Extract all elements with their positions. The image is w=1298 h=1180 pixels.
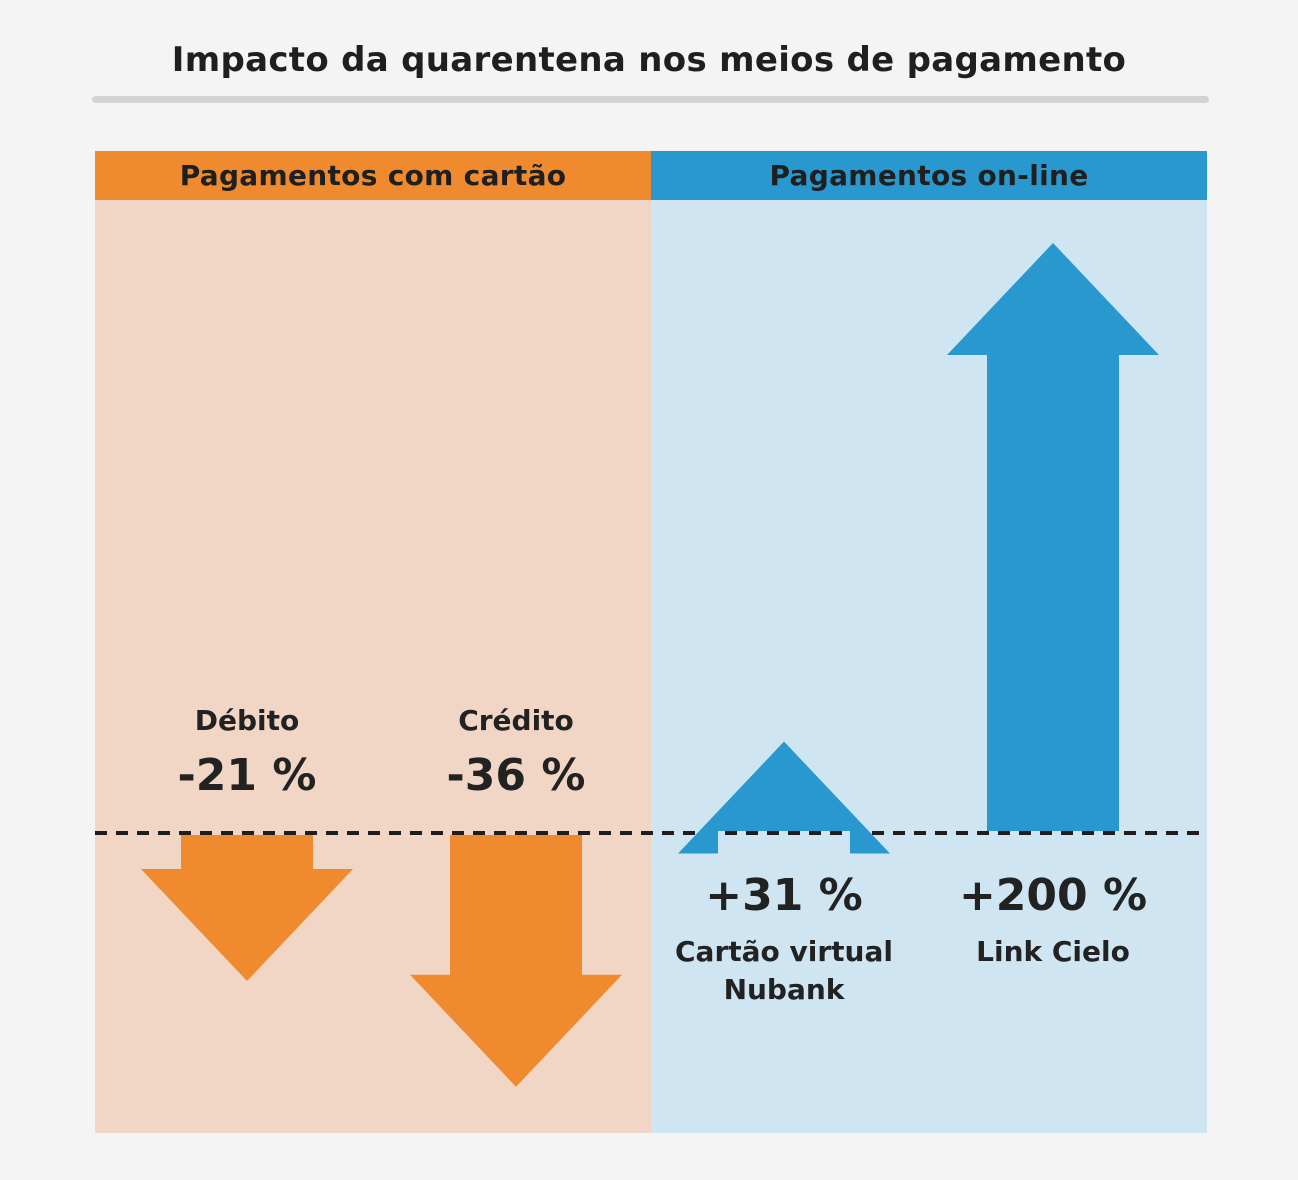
panel-header-card-payments: Pagamentos com cartão bbox=[95, 151, 651, 200]
value-label-debito: -21 % bbox=[177, 750, 317, 801]
chart-title: Impacto da quarentena nos meios de pagam… bbox=[171, 40, 1127, 80]
value-label-nubank: +31 % bbox=[705, 870, 863, 921]
arrow-down-credito bbox=[410, 835, 622, 1087]
panel-header-online-payments: Pagamentos on-line bbox=[651, 151, 1207, 200]
category-label-debito: Débito bbox=[194, 704, 300, 737]
category-label-link-cielo: Link Cielo bbox=[976, 935, 1130, 968]
arrow-up-link-cielo bbox=[947, 243, 1159, 831]
value-label-credito: -36 % bbox=[446, 750, 586, 801]
category-label-credito: Crédito bbox=[458, 704, 574, 737]
arrow-down-debito bbox=[141, 835, 353, 982]
arrow-up-nubank bbox=[678, 741, 890, 854]
category-label-nubank: Cartão virtual Nubank bbox=[675, 935, 893, 1006]
title-divider bbox=[92, 96, 1209, 103]
value-label-link-cielo: +200 % bbox=[958, 870, 1148, 921]
